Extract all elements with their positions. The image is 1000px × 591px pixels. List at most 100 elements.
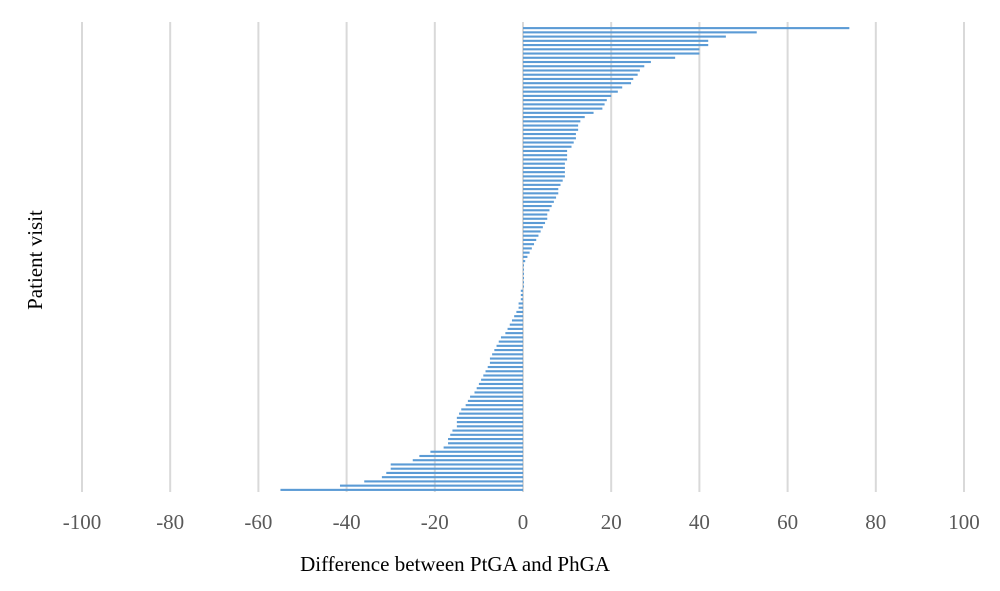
bar (364, 480, 523, 483)
bar (518, 306, 523, 309)
bar (419, 454, 523, 458)
bar (500, 336, 523, 339)
bar (516, 310, 523, 314)
bar (412, 459, 523, 462)
bar (523, 162, 565, 165)
bar (523, 217, 548, 220)
bar (523, 31, 757, 34)
bar (339, 484, 523, 487)
bar (523, 48, 700, 51)
bar (478, 382, 523, 386)
bar (523, 260, 526, 263)
bar (523, 188, 559, 191)
bar (467, 399, 523, 402)
bar (523, 56, 676, 59)
bar (520, 289, 523, 292)
x-tick-label: -20 (421, 510, 449, 534)
bar (520, 293, 523, 297)
x-tick-label: -100 (63, 510, 102, 534)
bar (523, 221, 546, 225)
x-tick-label: 60 (777, 510, 798, 534)
bar (448, 437, 523, 441)
bar (523, 65, 645, 68)
bar (523, 183, 561, 186)
bar (489, 357, 523, 360)
bar (523, 137, 576, 140)
bar (485, 370, 523, 373)
bar (390, 463, 523, 466)
bar (280, 488, 523, 491)
bar (523, 166, 565, 169)
bar (465, 404, 523, 407)
bar (523, 192, 559, 195)
bar (494, 349, 523, 352)
x-tick-label: 40 (689, 510, 710, 534)
bar (523, 44, 709, 47)
bar (523, 179, 563, 182)
bar (523, 116, 585, 119)
bar (523, 69, 640, 72)
bar (474, 391, 523, 394)
bar (456, 416, 523, 419)
bar (523, 209, 550, 212)
bar (481, 378, 523, 381)
bar (523, 226, 543, 229)
bar (523, 132, 576, 136)
bar (509, 323, 523, 326)
x-tick-label: 20 (601, 510, 622, 534)
bar (523, 94, 612, 97)
bar (448, 442, 523, 445)
bar (505, 332, 523, 335)
bar (523, 158, 568, 161)
bar (443, 446, 523, 449)
bar (523, 141, 574, 144)
bar (452, 429, 523, 432)
bar (523, 154, 568, 157)
bar (489, 361, 523, 364)
bar (523, 204, 552, 208)
bar (523, 39, 709, 42)
bar (520, 298, 523, 301)
bar (507, 327, 523, 330)
bar (523, 124, 579, 127)
x-axis-title: Difference between PtGA and PhGA (300, 552, 611, 576)
bar (523, 128, 579, 131)
bar (523, 145, 572, 148)
bar (381, 476, 523, 479)
x-tick-labels: -100 -80 -60 -40 -20 0 20 40 60 80 100 (63, 510, 980, 534)
bar (523, 200, 554, 203)
bar (523, 52, 700, 55)
bar (487, 365, 523, 369)
bar (523, 82, 632, 85)
bar (523, 247, 532, 250)
bar (523, 238, 537, 241)
bar (523, 107, 603, 110)
bar (476, 387, 523, 390)
bar (523, 149, 568, 153)
bar (386, 471, 523, 474)
bar (523, 230, 541, 233)
bar (430, 450, 523, 453)
bar (523, 60, 651, 64)
bar (470, 395, 523, 398)
bar (523, 268, 524, 271)
bar (523, 27, 850, 30)
bar (523, 171, 565, 174)
bar (523, 272, 524, 275)
bar (523, 277, 524, 280)
bar (523, 255, 528, 258)
x-tick-label: -80 (156, 510, 184, 534)
bar (459, 412, 523, 415)
bar (523, 111, 594, 114)
x-tick-label: 0 (518, 510, 529, 534)
x-tick-label: 100 (948, 510, 980, 534)
bar (523, 243, 535, 246)
bar (523, 251, 530, 254)
bar (523, 35, 726, 38)
bar (523, 285, 524, 288)
bars (280, 22, 850, 492)
bar (523, 264, 524, 267)
bar (523, 234, 539, 237)
bar (523, 120, 581, 123)
